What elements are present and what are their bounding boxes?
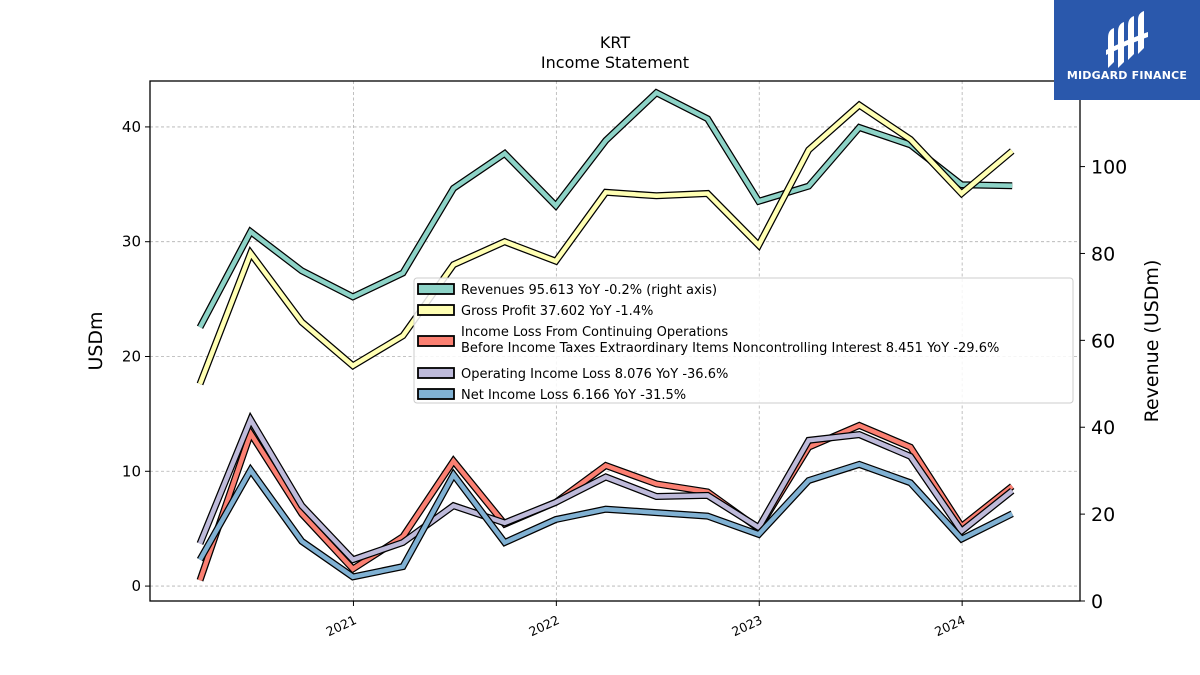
x-axis-ticks: 2021 2022 2023 2024 bbox=[324, 601, 967, 639]
legend-label: Revenues 95.613 YoY -0.2% (right axis) bbox=[461, 283, 717, 298]
right-y-tick-label: 80 bbox=[1091, 243, 1115, 265]
legend-swatch bbox=[417, 367, 455, 379]
logo-wordmark: MIDGARD FINANCE bbox=[1066, 69, 1188, 82]
legend-label: Income Loss From Continuing Operations bbox=[461, 325, 728, 340]
legend-label: Operating Income Loss 8.076 YoY -36.6% bbox=[461, 367, 728, 382]
right-y-tick-label: 100 bbox=[1091, 157, 1127, 179]
right-y-tick-label: 20 bbox=[1091, 504, 1115, 526]
y-tick-label: 20 bbox=[122, 347, 141, 365]
y-tick-label: 40 bbox=[122, 118, 141, 136]
chart-title: KRT bbox=[600, 33, 630, 52]
x-tick-label: 2022 bbox=[526, 612, 561, 639]
midgard-logo-icon bbox=[1106, 11, 1148, 68]
legend-label: Gross Profit 37.602 YoY -1.4% bbox=[461, 304, 653, 319]
right-y-axis-ticks: 0 20 40 60 80 100 bbox=[1080, 157, 1127, 613]
right-y-tick-label: 60 bbox=[1091, 330, 1115, 352]
series-line bbox=[197, 414, 1014, 563]
legend-label: Before Income Taxes Extraordinary Items … bbox=[461, 341, 999, 356]
plot-frame bbox=[149, 80, 1081, 602]
right-y-tick-label: 0 bbox=[1091, 591, 1103, 613]
right-y-tick-label: 40 bbox=[1091, 417, 1115, 439]
x-tick-label: 2024 bbox=[932, 612, 967, 639]
chart-legend: Revenues 95.613 YoY -0.2% (right axis) Gr… bbox=[413, 277, 1074, 404]
midgard-finance-logo: MIDGARD FINANCE bbox=[1054, 0, 1200, 100]
x-tick-label: 2021 bbox=[324, 612, 359, 639]
left-y-axis-ticks: 0 10 20 30 40 bbox=[122, 118, 150, 595]
legend-swatch bbox=[417, 335, 455, 347]
series-line bbox=[198, 462, 1014, 580]
series-lines bbox=[196, 88, 1015, 582]
series-line bbox=[197, 422, 1014, 582]
legend-swatch bbox=[417, 304, 455, 316]
legend-label: Net Income Loss 6.166 YoY -31.5% bbox=[461, 388, 686, 403]
legend-swatch bbox=[417, 283, 455, 295]
left-y-axis-label: USDm bbox=[85, 311, 107, 370]
series-line bbox=[197, 102, 1014, 385]
y-tick-label: 30 bbox=[122, 233, 141, 251]
legend-swatch bbox=[417, 388, 455, 400]
right-y-axis-label: Revenue (USDm) bbox=[1141, 260, 1163, 423]
series-line-outline bbox=[196, 460, 1014, 581]
y-tick-label: 0 bbox=[131, 577, 141, 595]
y-tick-label: 10 bbox=[122, 462, 141, 480]
chart-subtitle: Income Statement bbox=[541, 53, 689, 72]
x-tick-label: 2023 bbox=[729, 612, 764, 639]
legend-frame bbox=[413, 277, 1074, 404]
series-line bbox=[198, 89, 1013, 329]
